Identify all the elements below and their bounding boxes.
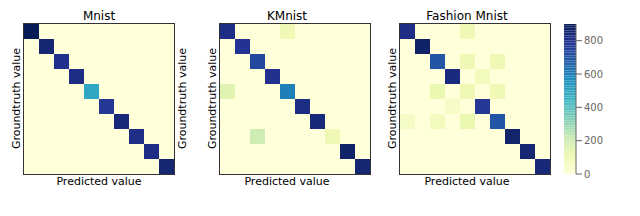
html-text:KMnist: KMnist	[266, 9, 308, 23]
svg-text:200: 200	[584, 135, 603, 146]
html-text:Groundtruth value: Groundtruth value	[205, 48, 219, 150]
html-text:Predicted value: Predicted value	[244, 175, 330, 188]
html-text:Mnist: Mnist	[82, 9, 116, 23]
svg-text:800: 800	[584, 35, 603, 46]
html-text:Groundtruth value: Groundtruth value	[385, 48, 399, 150]
html-text:Fashion Mnist: Fashion Mnist	[426, 9, 508, 23]
html-text:Predicted value: Predicted value	[424, 175, 510, 188]
svg-text:400: 400	[584, 102, 603, 113]
svg-text:0: 0	[584, 169, 590, 180]
html-text:Predicted value: Predicted value	[56, 175, 142, 188]
html-text:Groundtruth value: Groundtruth value	[9, 48, 23, 150]
svg-text:600: 600	[584, 69, 603, 80]
html-text:Groundtruth value: Groundtruth value	[175, 48, 189, 150]
